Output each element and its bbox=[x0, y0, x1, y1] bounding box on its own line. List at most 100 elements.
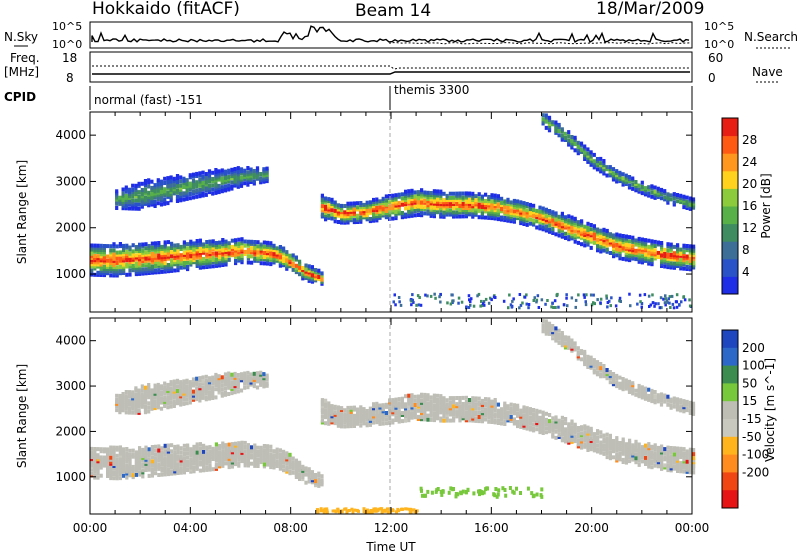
power-cell bbox=[150, 190, 154, 195]
power-cell bbox=[106, 244, 110, 249]
power-cell bbox=[153, 195, 157, 200]
power-cell bbox=[278, 253, 282, 258]
power-cell bbox=[349, 205, 353, 210]
power-cell bbox=[521, 301, 524, 305]
power-cell bbox=[272, 254, 276, 259]
power-cell bbox=[310, 277, 314, 282]
power-cell bbox=[230, 238, 234, 243]
velocity-cell bbox=[375, 408, 379, 412]
power-cell bbox=[680, 300, 683, 304]
power-cell bbox=[246, 166, 250, 170]
velocity-cell bbox=[416, 402, 420, 407]
power-cell bbox=[159, 202, 164, 207]
power-cell bbox=[233, 171, 237, 176]
power-cell bbox=[554, 126, 558, 131]
power-cell bbox=[637, 183, 641, 188]
power-cell bbox=[672, 265, 676, 270]
velocity-cell bbox=[349, 409, 353, 414]
power-cell bbox=[452, 299, 455, 303]
velocity-cell bbox=[468, 412, 472, 417]
power-cell bbox=[644, 238, 648, 243]
power-cell bbox=[439, 214, 443, 219]
power-cell bbox=[564, 221, 568, 226]
power-cell bbox=[272, 245, 276, 250]
power-cell bbox=[482, 300, 486, 304]
velocity-cell bbox=[404, 414, 408, 419]
power-cell bbox=[333, 219, 337, 224]
velocity-cell bbox=[474, 404, 478, 409]
velocity-cell bbox=[166, 401, 170, 406]
velocity-cell bbox=[503, 409, 507, 414]
velocity-cell bbox=[516, 407, 520, 412]
velocity-cell bbox=[343, 414, 347, 419]
power-cell bbox=[563, 138, 568, 142]
power-cell bbox=[314, 276, 318, 281]
velocity-cell bbox=[269, 461, 273, 465]
power-cell bbox=[131, 187, 135, 192]
velocity-cell bbox=[243, 449, 247, 454]
power-cell bbox=[663, 258, 667, 263]
velocity-cell bbox=[580, 437, 584, 442]
velocity-cell bbox=[660, 450, 664, 455]
power-cells bbox=[90, 113, 696, 310]
power-cell bbox=[368, 210, 372, 215]
power-cell bbox=[163, 250, 167, 255]
power-cell bbox=[656, 186, 660, 191]
power-cell bbox=[679, 262, 683, 267]
power-cell bbox=[285, 250, 289, 255]
power-cell bbox=[509, 204, 513, 209]
power-cell bbox=[608, 299, 611, 303]
power-cell bbox=[584, 303, 588, 307]
velocity-cell bbox=[519, 408, 523, 413]
velocity-cell bbox=[317, 471, 321, 476]
power-cell bbox=[96, 258, 100, 263]
velocity-cell bbox=[124, 390, 128, 394]
power-cell bbox=[157, 263, 161, 268]
power-cell bbox=[156, 194, 160, 199]
power-cell bbox=[682, 252, 686, 257]
velocity-cell bbox=[612, 447, 616, 452]
power-cell bbox=[127, 191, 132, 196]
velocity-cell bbox=[169, 396, 173, 401]
power-cell bbox=[480, 200, 484, 205]
velocity-cell bbox=[423, 392, 427, 397]
velocity-cell bbox=[218, 458, 222, 463]
power-cell bbox=[384, 204, 388, 209]
power-cell bbox=[179, 198, 183, 203]
power-cell bbox=[112, 267, 116, 272]
power-cell bbox=[179, 187, 183, 192]
power-cell bbox=[602, 167, 606, 172]
velocity-cell bbox=[118, 455, 122, 460]
power-cell bbox=[202, 265, 206, 270]
power-cell bbox=[605, 228, 609, 233]
velocity-cell bbox=[679, 463, 683, 468]
velocity-cell bbox=[692, 452, 696, 457]
power-colorbar-tick: 16 bbox=[742, 199, 757, 213]
power-cell bbox=[375, 205, 379, 210]
velocity-cell bbox=[240, 440, 244, 445]
velocity-cell bbox=[166, 468, 170, 472]
power-cell bbox=[221, 263, 225, 267]
power-cell bbox=[214, 243, 218, 248]
velocity-cell bbox=[672, 464, 676, 469]
power-cell bbox=[570, 236, 574, 241]
velocity-cell bbox=[250, 461, 254, 466]
freq-line bbox=[92, 71, 690, 75]
velocity-cell bbox=[143, 389, 148, 394]
power-cell bbox=[538, 213, 542, 218]
power-cell bbox=[250, 241, 254, 246]
power-cell bbox=[602, 248, 606, 253]
power-cell bbox=[541, 219, 545, 223]
power-cell bbox=[565, 296, 568, 300]
power-cell bbox=[650, 247, 654, 252]
power-cell bbox=[157, 257, 161, 262]
velocity-cell bbox=[211, 455, 215, 459]
power-cell bbox=[340, 212, 344, 217]
power-cell bbox=[220, 168, 224, 173]
power-cell bbox=[612, 243, 616, 248]
power-cell bbox=[583, 233, 587, 237]
power-cell bbox=[253, 256, 257, 261]
power-cell bbox=[567, 228, 571, 233]
power-cell bbox=[237, 241, 241, 246]
velocity-cell bbox=[202, 468, 206, 473]
